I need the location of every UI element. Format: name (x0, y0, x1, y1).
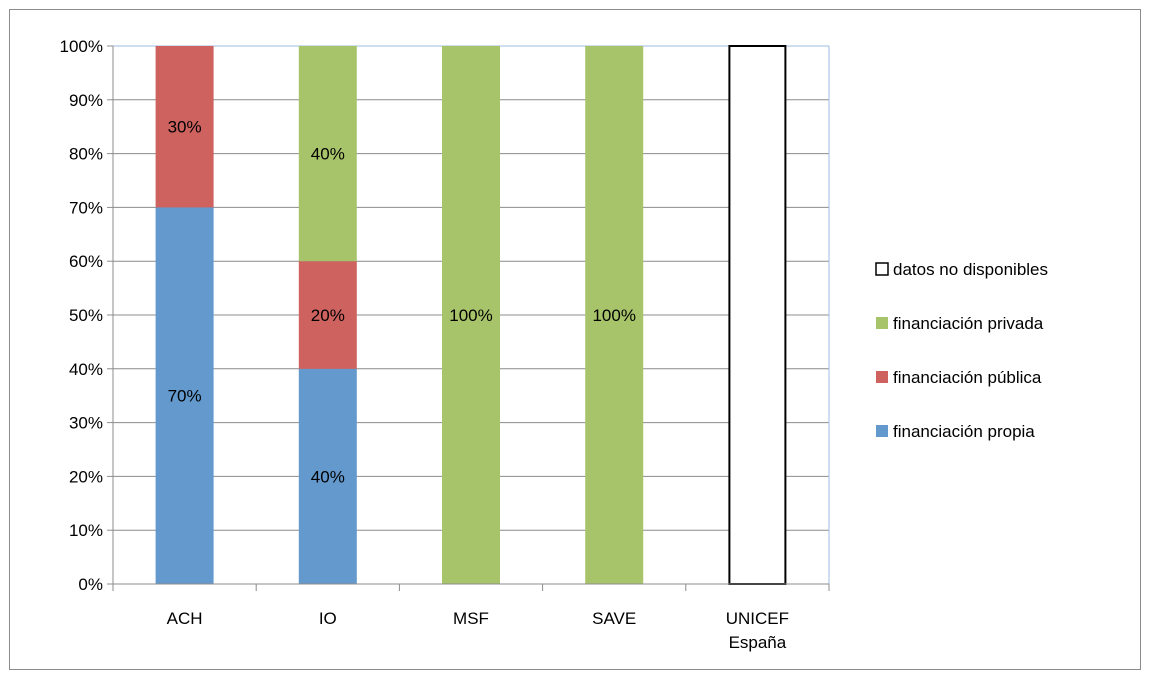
data-label: 70% (168, 387, 202, 406)
x-tick-label: ACH (167, 609, 203, 628)
y-tick-label: 30% (69, 414, 103, 433)
y-tick-label: 20% (69, 467, 103, 486)
legend-swatch (875, 262, 889, 276)
legend: datos no disponibles financiación privada… (875, 260, 1048, 441)
y-tick-label: 0% (78, 575, 103, 594)
data-label: 100% (592, 306, 635, 325)
y-tick-label: 90% (69, 91, 103, 110)
data-labels: 70% 30% 40% 20% 40% 100% 100% (168, 118, 636, 487)
y-tick-label: 70% (69, 198, 103, 217)
x-tick-label: UNICEF España (726, 609, 789, 652)
data-label: 40% (311, 467, 345, 486)
legend-swatch (876, 317, 888, 329)
y-tick-label: 10% (69, 521, 103, 540)
data-label: 40% (311, 145, 345, 164)
data-label: 20% (311, 306, 345, 325)
y-tick-label: 100% (60, 37, 103, 56)
bars (155, 45, 787, 585)
x-tick-label: SAVE (592, 609, 636, 628)
legend-label: datos no disponibles (893, 260, 1048, 279)
y-tick-label: 40% (69, 360, 103, 379)
y-tick-label: 50% (69, 306, 103, 325)
bar-segment (728, 45, 787, 585)
y-tick-label: 60% (69, 252, 103, 271)
y-tick-label: 80% (69, 145, 103, 164)
data-label: 30% (168, 118, 202, 137)
bar-segment (155, 207, 214, 584)
legend-swatch (876, 371, 888, 383)
bar-segment (298, 261, 357, 369)
x-tick-label: IO (319, 609, 337, 628)
x-tick-label: MSF (453, 609, 489, 628)
bar-segment (585, 46, 644, 584)
bar-segment (298, 46, 357, 262)
data-label: 100% (449, 306, 492, 325)
bar-segment (155, 46, 214, 208)
legend-label: financiación privada (893, 314, 1044, 333)
axes: 0% 10% 20% 30% 40% 50% 60% 70% 80% 90% 100% ACH IO MS… (60, 37, 830, 652)
legend-swatch (876, 425, 888, 437)
legend-label: financiación propia (893, 422, 1035, 441)
legend-label: financiación pública (893, 368, 1042, 387)
bar-segment (442, 46, 500, 584)
bar-segment (298, 368, 357, 584)
